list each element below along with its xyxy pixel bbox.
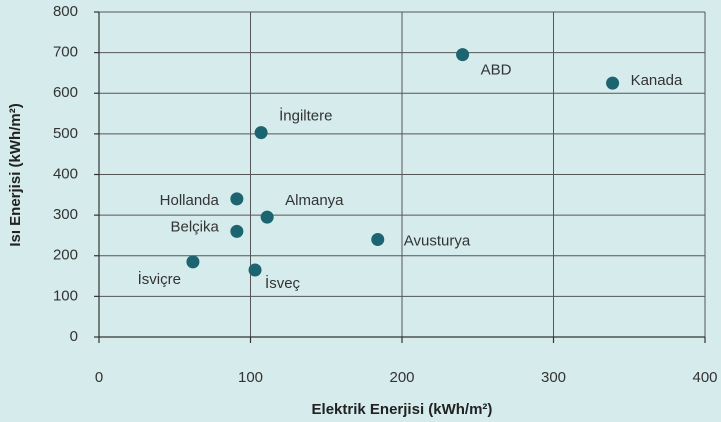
- y-tick-label: 700: [53, 44, 78, 61]
- x-tick-label: 0: [95, 369, 103, 386]
- point-label: İngiltere: [279, 107, 332, 125]
- y-tick-label: 500: [53, 125, 78, 142]
- point-label: Avusturya: [404, 232, 471, 249]
- y-tick-label: 400: [53, 165, 78, 182]
- point-label: Belçika: [171, 218, 220, 235]
- point: [606, 76, 620, 90]
- x-tick-label: 200: [389, 369, 414, 386]
- point-label: İsviçre: [138, 270, 181, 288]
- point: [260, 210, 274, 224]
- point: [230, 224, 244, 238]
- point: [456, 48, 470, 62]
- point: [371, 233, 385, 246]
- point: [230, 192, 244, 206]
- point-label: ABD: [481, 62, 512, 79]
- x-tick-label: 300: [541, 369, 566, 386]
- x-tick-label: 400: [692, 369, 717, 386]
- point-label: Almanya: [285, 192, 344, 209]
- point-label: Kanada: [631, 72, 683, 89]
- point-label: Hollanda: [160, 192, 220, 209]
- y-axis-title: Isı Enerjisi (kWh/m²): [7, 103, 24, 246]
- y-tick-label: 100: [53, 287, 78, 304]
- y-tick-label: 0: [70, 328, 78, 345]
- point-label: İsveç: [265, 274, 301, 292]
- y-tick-label: 300: [53, 206, 78, 223]
- x-axis-title: Elektrik Enerjisi (kWh/m²): [312, 401, 493, 418]
- point: [248, 263, 262, 277]
- y-tick-label: 800: [53, 3, 78, 20]
- x-tick-label: 100: [238, 369, 263, 386]
- y-tick-label: 600: [53, 84, 78, 101]
- point: [186, 255, 200, 269]
- point: [254, 126, 268, 140]
- y-tick-label: 200: [53, 247, 78, 264]
